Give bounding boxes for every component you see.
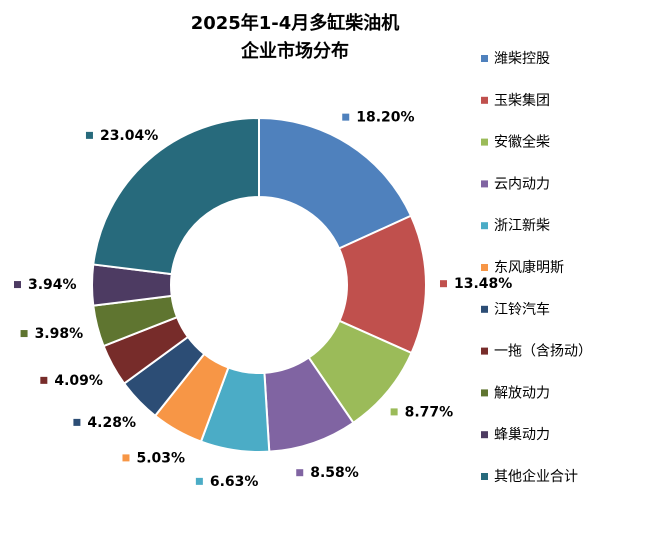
legend-marker	[481, 222, 488, 230]
legend-label: 浙江新柴	[494, 218, 550, 234]
donut-slice	[92, 116, 260, 276]
label-marker	[122, 454, 130, 462]
legend-marker	[481, 138, 488, 146]
legend-marker	[481, 264, 488, 271]
data-label: 23.04%	[100, 128, 158, 144]
data-label: 6.63%	[210, 474, 259, 490]
legend-label: 一拖（含扬动）	[494, 344, 592, 360]
data-label: 18.20%	[356, 110, 414, 126]
data-label: 13.48%	[454, 276, 512, 292]
data-label: 4.09%	[54, 373, 103, 389]
label-marker	[195, 477, 203, 485]
label-marker	[40, 376, 48, 384]
label-marker	[20, 330, 28, 338]
label-marker	[73, 418, 81, 426]
data-label: 3.94%	[28, 277, 77, 293]
legend-marker	[481, 180, 488, 188]
legend-marker	[481, 389, 488, 397]
legend-marker	[481, 96, 488, 104]
legend-label: 安徽全柴	[494, 134, 550, 151]
legend-marker	[481, 347, 488, 355]
legend-label: 其他企业合计	[494, 468, 578, 485]
legend-label: 解放动力	[494, 385, 550, 401]
legend-label: 东风康明斯	[494, 259, 564, 276]
label-marker	[296, 469, 304, 477]
legend-label: 江铃汽车	[494, 301, 550, 318]
label-marker	[439, 280, 447, 288]
label-marker	[342, 113, 350, 121]
legend-marker	[481, 305, 488, 313]
donut-slice	[258, 116, 413, 250]
legend-marker	[481, 431, 488, 439]
legend-label: 云内动力	[494, 176, 550, 192]
chart-title: 2025年1-4月多缸柴油机	[191, 12, 400, 34]
data-label: 3.98%	[35, 326, 84, 342]
legend-marker	[481, 473, 488, 480]
data-label: 8.77%	[405, 404, 454, 420]
legend-label: 潍柴控股	[494, 51, 550, 67]
data-label: 8.58%	[310, 465, 359, 481]
label-marker	[390, 408, 398, 416]
chart-title: 企业市场分布	[240, 40, 349, 62]
legend-marker	[481, 55, 488, 62]
label-marker	[85, 131, 93, 139]
label-marker	[14, 281, 22, 289]
legend-label: 蜂巢动力	[494, 427, 550, 443]
data-label: 4.28%	[87, 415, 136, 431]
legend-label: 玉柴集团	[494, 92, 550, 109]
data-label: 5.03%	[136, 450, 185, 466]
